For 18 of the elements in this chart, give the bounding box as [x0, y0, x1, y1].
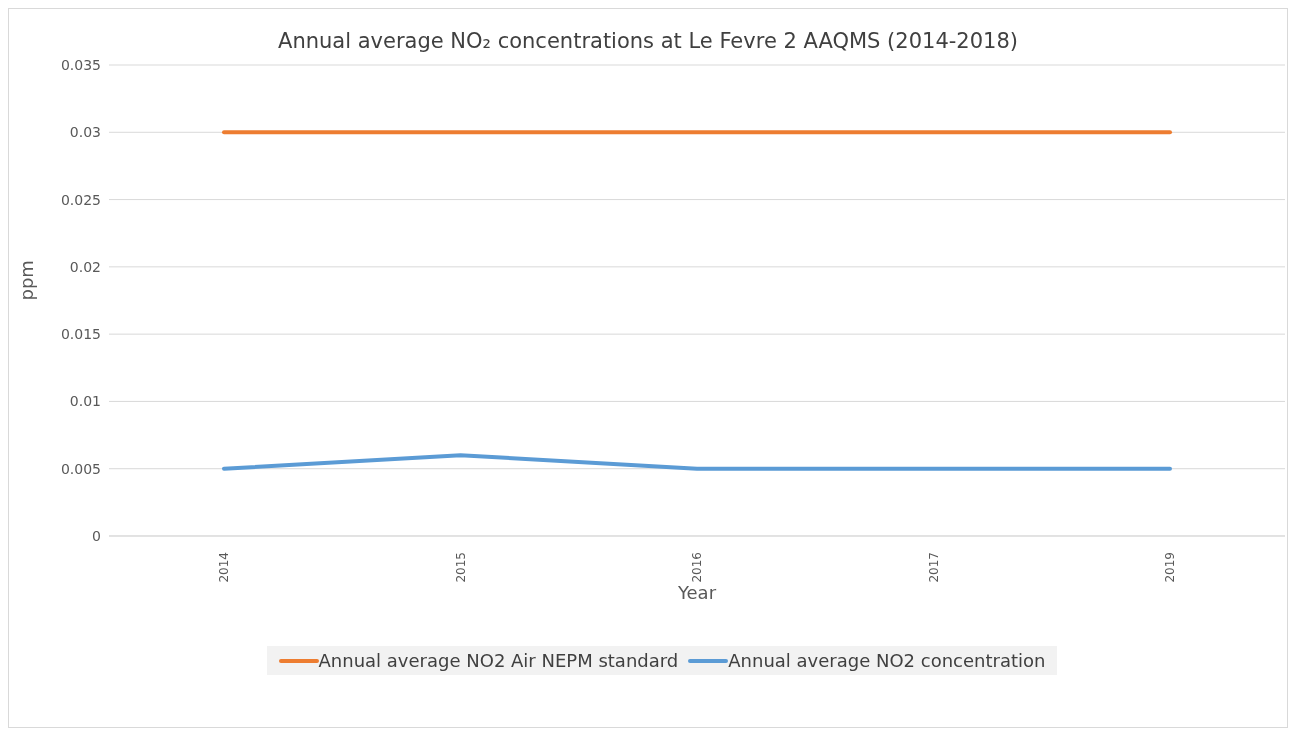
- y-tick-label: 0.035: [60, 56, 101, 73]
- y-tick-label: 0.01: [69, 393, 101, 410]
- x-tick-label: 2019: [1163, 552, 1177, 583]
- y-tick-label: 0: [92, 527, 101, 544]
- x-tick-label: 2014: [217, 552, 231, 583]
- y-axis-title: ppm: [16, 260, 38, 301]
- legend-label: Annual average NO2 Air NEPM standard: [318, 650, 679, 671]
- y-tick-label: 0.015: [60, 326, 101, 343]
- x-tick-label: 2016: [690, 552, 704, 583]
- chart-title: Annual average NO₂ concentrations at Le Fevre 2 AAQMS (2014-2018): [277, 29, 1019, 53]
- y-tick-label: 0.03: [69, 124, 101, 141]
- x-tick-label: 2015: [453, 552, 468, 583]
- y-tick-label: 0.02: [69, 258, 101, 275]
- x-tick-label: 2017: [926, 552, 941, 583]
- legend-label: Annual average NO2 concentration: [728, 650, 1046, 671]
- x-axis-title: Year: [676, 581, 717, 603]
- y-tick-label: 0.025: [60, 191, 101, 208]
- y-tick-label: 0.005: [60, 460, 101, 477]
